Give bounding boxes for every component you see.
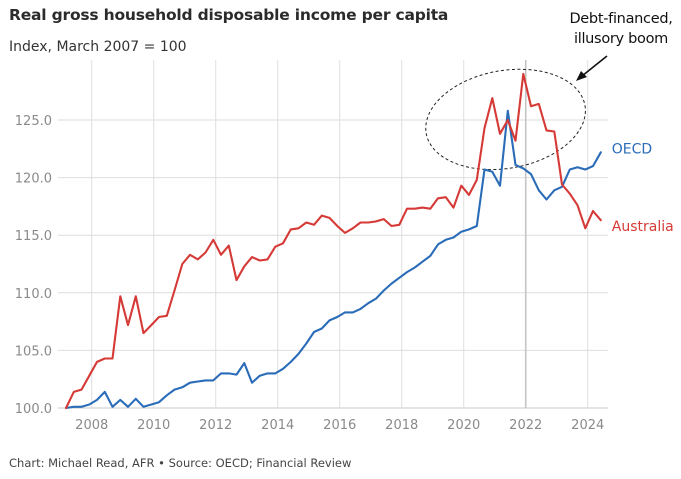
annotation-line-2: illusory boom: [573, 31, 669, 47]
series-label-oecd: OECD: [612, 141, 652, 157]
annotation-arrow-head: [576, 71, 587, 81]
x-tick-label: 2012: [199, 418, 232, 433]
x-tick-label: 2022: [509, 418, 542, 433]
series-labels: OECD Australia: [612, 141, 674, 235]
y-tick-label: 100.0: [15, 402, 52, 417]
chart-footer-credit: Chart: Michael Read, AFR • Source: OECD;…: [9, 456, 352, 470]
annotation-layer: [425, 55, 608, 171]
x-tick-label: 2016: [323, 418, 356, 433]
y-tick-label: 105.0: [15, 344, 52, 359]
y-tick-label: 125.0: [15, 114, 52, 129]
y-tick-label: 120.0: [15, 172, 52, 187]
chart-title: Real gross household disposable income p…: [9, 6, 449, 24]
x-axis-ticks: 2008 2010 2012 2014 2016 2018 2020 2022 2024: [75, 418, 604, 433]
series-lines: [64, 72, 602, 410]
x-tick-label: 2010: [137, 418, 170, 433]
x-tick-label: 2018: [385, 418, 418, 433]
gridlines: [58, 60, 608, 409]
x-tick-label: 2020: [447, 418, 480, 433]
x-tick-label: 2014: [261, 418, 294, 433]
annotation-ellipse: [425, 68, 586, 171]
annotation-arrow-shaft: [581, 55, 608, 77]
annotation-text: Debt-financed, illusory boom: [566, 9, 676, 49]
y-tick-label: 110.0: [15, 287, 52, 302]
series-label-australia: Australia: [612, 219, 674, 235]
chart-subtitle: Index, March 2007 = 100: [9, 39, 187, 55]
x-tick-label: 2024: [571, 418, 604, 433]
y-tick-label: 115.0: [15, 229, 52, 244]
series-line-australia: [64, 72, 602, 410]
x-tick-label: 2008: [75, 418, 108, 433]
series-line-oecd: [64, 109, 602, 410]
annotation-line-1: Debt-financed,: [569, 11, 673, 27]
y-axis-ticks: 100.0 105.0 110.0 115.0 120.0 125.0: [15, 114, 52, 417]
